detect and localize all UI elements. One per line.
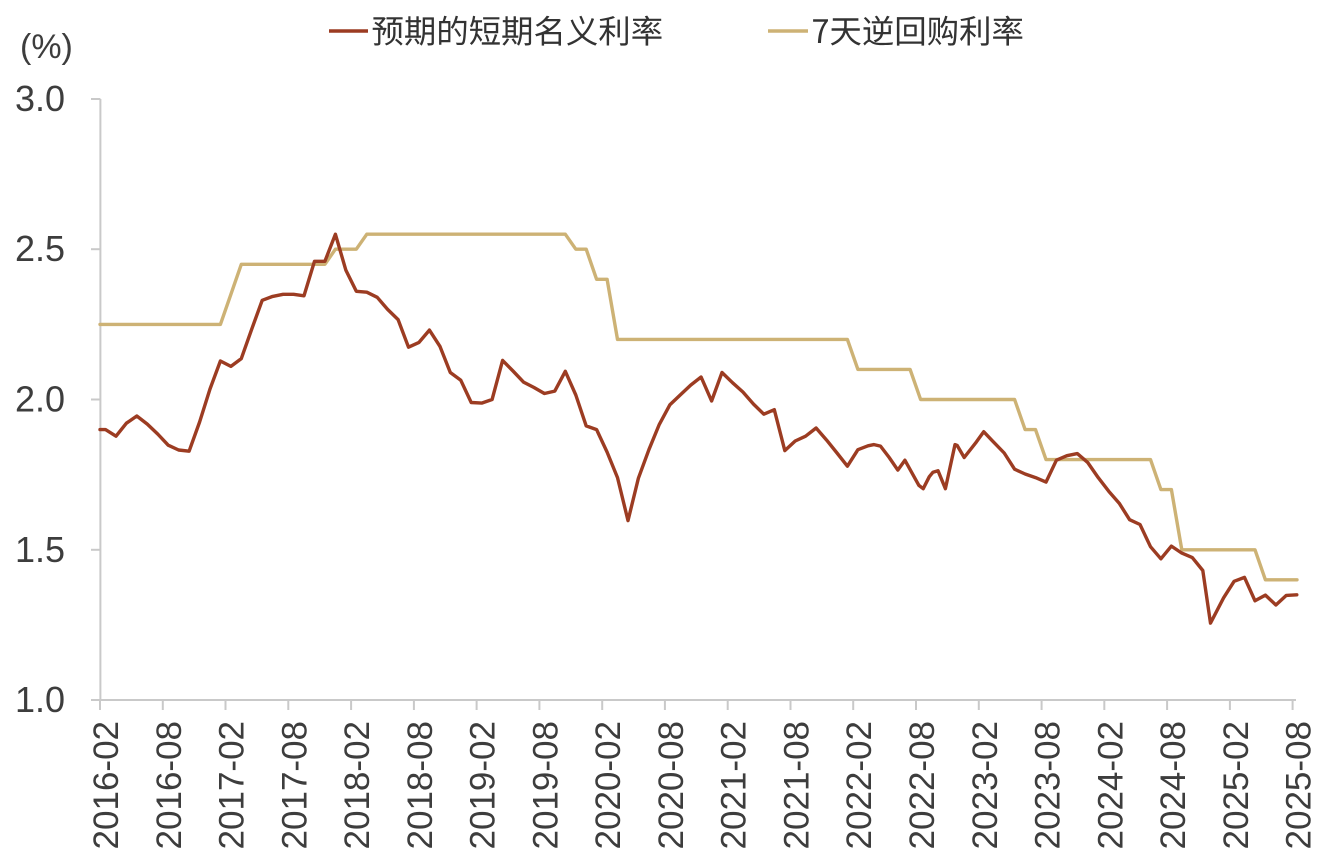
svg-text:2016-02: 2016-02 xyxy=(87,721,126,849)
svg-text:2017-02: 2017-02 xyxy=(213,721,252,849)
svg-text:2021-02: 2021-02 xyxy=(715,721,754,849)
svg-text:2022-08: 2022-08 xyxy=(903,721,942,849)
svg-text:2018-02: 2018-02 xyxy=(338,721,377,849)
svg-text:2024-02: 2024-02 xyxy=(1091,721,1130,849)
svg-text:2022-02: 2022-02 xyxy=(840,721,879,849)
svg-text:2019-02: 2019-02 xyxy=(464,721,503,849)
svg-text:(%): (%) xyxy=(20,28,73,66)
svg-text:2023-02: 2023-02 xyxy=(966,721,1005,849)
svg-text:2018-08: 2018-08 xyxy=(401,721,440,849)
svg-text:2025-08: 2025-08 xyxy=(1280,721,1319,849)
svg-text:2.5: 2.5 xyxy=(15,228,65,269)
svg-text:2021-08: 2021-08 xyxy=(778,721,817,849)
svg-text:1.5: 1.5 xyxy=(15,529,65,570)
svg-text:2025-02: 2025-02 xyxy=(1217,721,1256,849)
svg-text:2017-08: 2017-08 xyxy=(275,721,314,849)
svg-text:1.0: 1.0 xyxy=(15,679,65,720)
svg-text:2019-08: 2019-08 xyxy=(526,721,565,849)
svg-text:2023-08: 2023-08 xyxy=(1029,721,1068,849)
svg-text:2020-08: 2020-08 xyxy=(652,721,691,849)
svg-text:2024-08: 2024-08 xyxy=(1154,721,1193,849)
svg-text:2.0: 2.0 xyxy=(15,379,65,420)
svg-text:2020-02: 2020-02 xyxy=(589,721,628,849)
svg-text:3.0: 3.0 xyxy=(15,78,65,119)
svg-text:2016-08: 2016-08 xyxy=(150,721,189,849)
